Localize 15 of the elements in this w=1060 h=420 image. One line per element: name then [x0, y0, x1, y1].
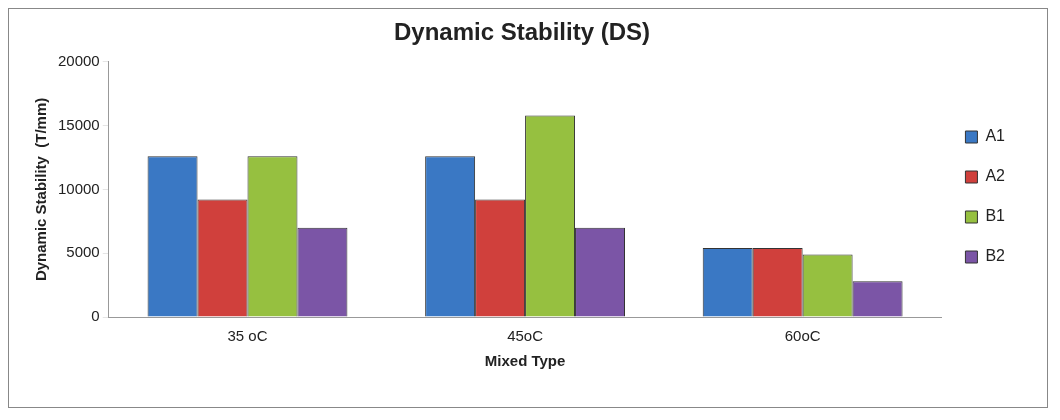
- y-tick-label: 10000: [57, 179, 100, 197]
- x-tick-label: 35 oC: [227, 327, 268, 345]
- x-axis-title: Mixed Type: [484, 352, 566, 370]
- y-tick-label: 15000: [57, 115, 100, 133]
- legend-label: A2: [985, 167, 1006, 185]
- x-tick-label: 45oC: [507, 327, 544, 345]
- y-axis-title: Dynamic Stability (T/mm): [32, 97, 50, 282]
- legend-label: A1: [985, 127, 1006, 145]
- legend-label: B2: [985, 247, 1006, 265]
- legend-label: B1: [985, 207, 1006, 225]
- x-tick-label: 60oC: [784, 327, 821, 345]
- y-tick-label: 20000: [57, 51, 100, 69]
- chart-title: Dynamic Stability (DS): [393, 18, 651, 46]
- y-tick-label: 5000: [66, 243, 100, 261]
- y-tick-label: 0: [91, 307, 100, 325]
